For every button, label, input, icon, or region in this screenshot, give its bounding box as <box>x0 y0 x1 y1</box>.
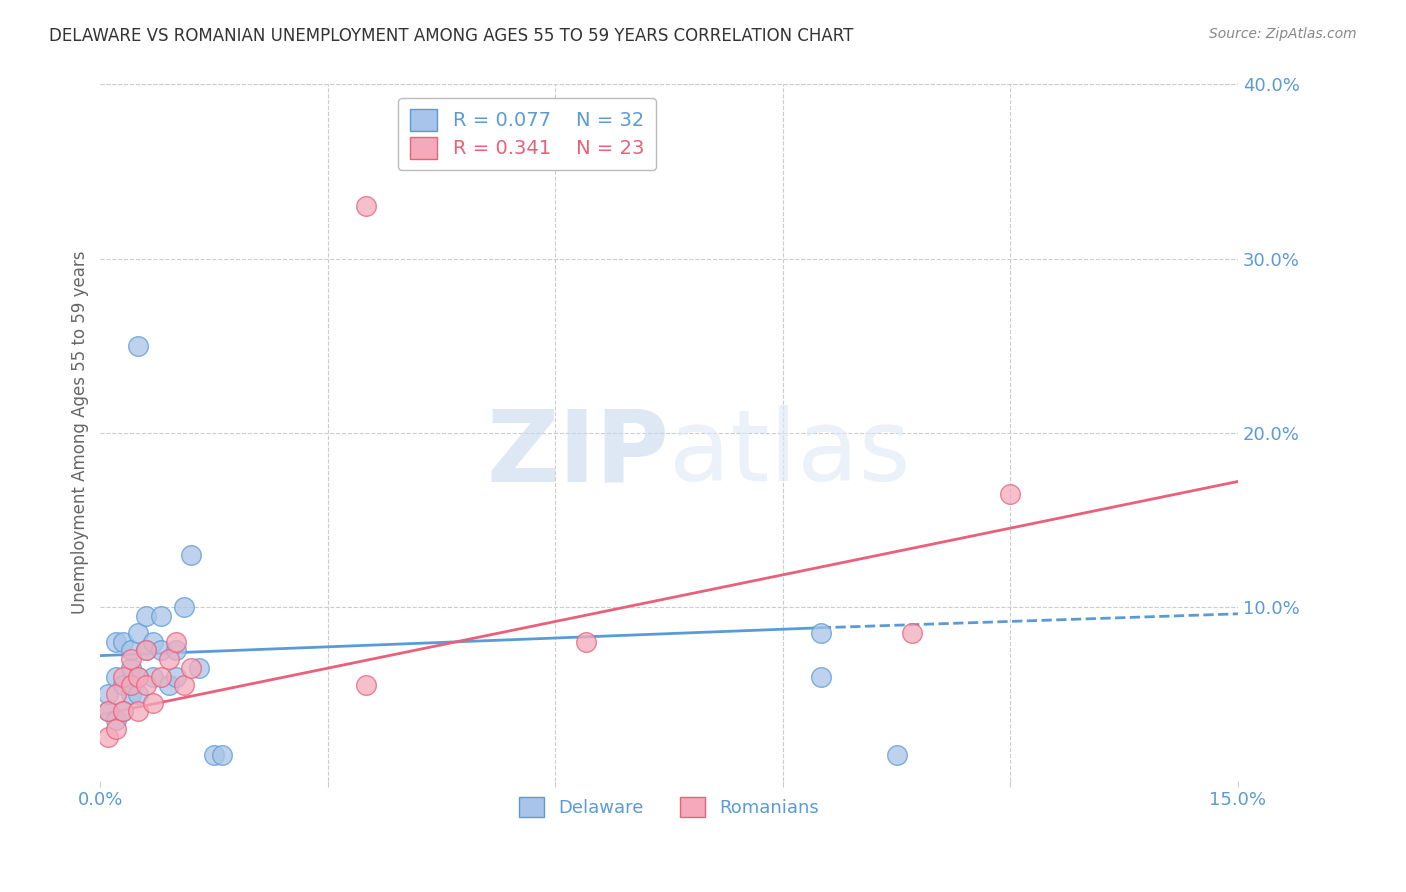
Point <box>202 747 225 762</box>
Point <box>104 687 127 701</box>
Point <box>142 634 165 648</box>
Point <box>142 696 165 710</box>
Point <box>1000 486 1022 500</box>
Point <box>120 678 142 692</box>
Point <box>187 661 209 675</box>
Point <box>157 652 180 666</box>
Point <box>211 747 233 762</box>
Point <box>150 669 173 683</box>
Point <box>127 669 149 683</box>
Point <box>112 669 135 683</box>
Point <box>900 626 922 640</box>
Point <box>112 704 135 718</box>
Point <box>810 669 832 683</box>
Point <box>127 669 149 683</box>
Point <box>150 643 173 657</box>
Point <box>810 626 832 640</box>
Point <box>97 731 120 745</box>
Y-axis label: Unemployment Among Ages 55 to 59 years: Unemployment Among Ages 55 to 59 years <box>72 251 89 615</box>
Point <box>127 626 149 640</box>
Point <box>97 704 120 718</box>
Point <box>97 704 120 718</box>
Text: DELAWARE VS ROMANIAN UNEMPLOYMENT AMONG AGES 55 TO 59 YEARS CORRELATION CHART: DELAWARE VS ROMANIAN UNEMPLOYMENT AMONG … <box>49 27 853 45</box>
Point <box>112 634 135 648</box>
Point <box>354 678 377 692</box>
Point <box>120 643 142 657</box>
Point <box>112 678 135 692</box>
Legend: Delaware, Romanians: Delaware, Romanians <box>512 790 827 824</box>
Point <box>104 713 127 727</box>
Point <box>135 608 157 623</box>
Point <box>120 687 142 701</box>
Point <box>180 548 202 562</box>
Point <box>97 687 120 701</box>
Point <box>120 661 142 675</box>
Point <box>142 669 165 683</box>
Point <box>157 678 180 692</box>
Point <box>127 338 149 352</box>
Point <box>127 704 149 718</box>
Point <box>104 634 127 648</box>
Point <box>135 678 157 692</box>
Point <box>135 643 157 657</box>
Point <box>112 704 135 718</box>
Point <box>173 678 195 692</box>
Point <box>104 669 127 683</box>
Point <box>165 634 187 648</box>
Point <box>886 747 908 762</box>
Point <box>135 643 157 657</box>
Point <box>575 634 598 648</box>
Point <box>180 661 202 675</box>
Point <box>165 643 187 657</box>
Point <box>120 652 142 666</box>
Point <box>354 199 377 213</box>
Text: atlas: atlas <box>669 405 911 502</box>
Text: Source: ZipAtlas.com: Source: ZipAtlas.com <box>1209 27 1357 41</box>
Point <box>165 669 187 683</box>
Text: ZIP: ZIP <box>486 405 669 502</box>
Point <box>150 608 173 623</box>
Point <box>104 722 127 736</box>
Point <box>127 687 149 701</box>
Point <box>173 599 195 614</box>
